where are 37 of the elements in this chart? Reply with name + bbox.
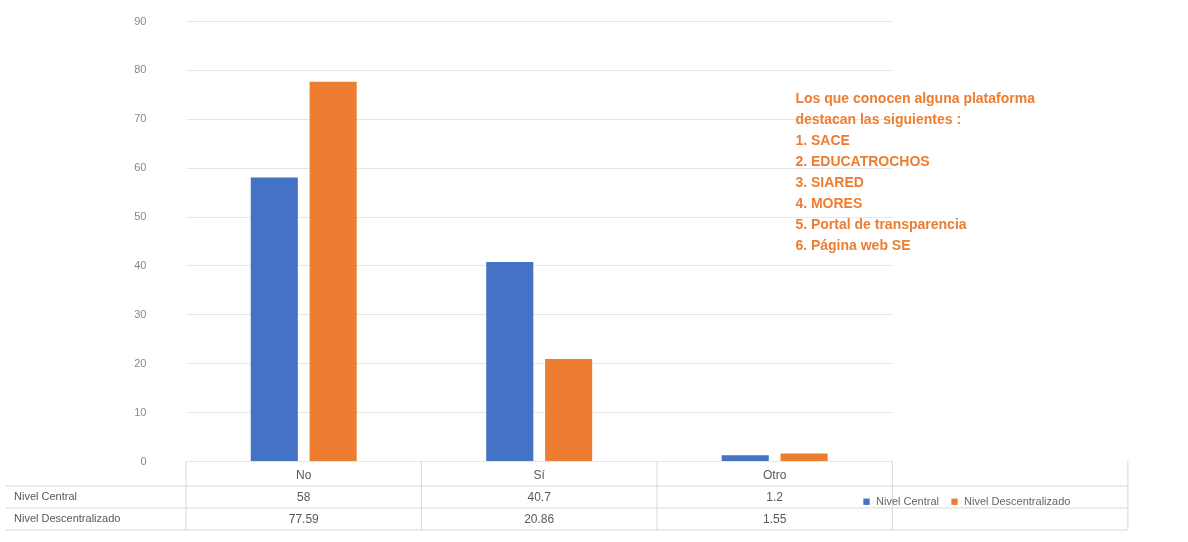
bar	[721, 455, 769, 461]
bar	[309, 81, 357, 461]
y-tick-label: 30	[134, 307, 147, 320]
text: Nivel Descentralizado	[14, 512, 121, 524]
annotation: 6. Página web SE	[795, 237, 911, 253]
data-label: 40.7	[527, 490, 552, 504]
y-tick-label: 0	[140, 454, 147, 467]
bar	[780, 453, 828, 461]
data-label: 20.86	[524, 512, 555, 526]
y-tick-label: 10	[134, 405, 147, 418]
y-tick-label: 40	[134, 258, 147, 271]
y-tick-label: 80	[134, 63, 147, 76]
annotation: destacan las siguientes :	[795, 111, 962, 127]
data-label: 1.2	[766, 490, 784, 504]
annotation: 4. MORES	[795, 195, 863, 211]
annotation: 5. Portal de transparencia	[795, 216, 967, 232]
legend-label: Nivel Central	[876, 494, 939, 507]
y-tick-label: 70	[134, 112, 147, 125]
legend-label: Nivel Descentralizado	[964, 494, 1071, 507]
x-tick-label: No	[296, 468, 312, 482]
text: Nivel Central	[14, 490, 77, 502]
data-label: 77.59	[288, 512, 320, 526]
x-tick-label: Sí	[533, 468, 546, 482]
annotation: 1. SACE	[795, 132, 850, 148]
y-tick-label: 60	[134, 161, 147, 174]
data-label: 1.55	[762, 512, 787, 526]
annotation: 3. SIARED	[795, 174, 864, 190]
bar	[250, 177, 298, 461]
annotation: Los que conocen alguna plataforma	[795, 90, 1036, 106]
data-label: 58	[297, 490, 311, 504]
y-tick-label: 50	[134, 210, 147, 223]
x-tick-label: Otro	[762, 468, 787, 482]
bar	[545, 359, 593, 461]
y-tick-label: 20	[134, 356, 147, 369]
bar	[486, 262, 534, 461]
y-tick-label: 90	[134, 14, 147, 27]
annotation: 2. EDUCATROCHOS	[795, 153, 930, 169]
